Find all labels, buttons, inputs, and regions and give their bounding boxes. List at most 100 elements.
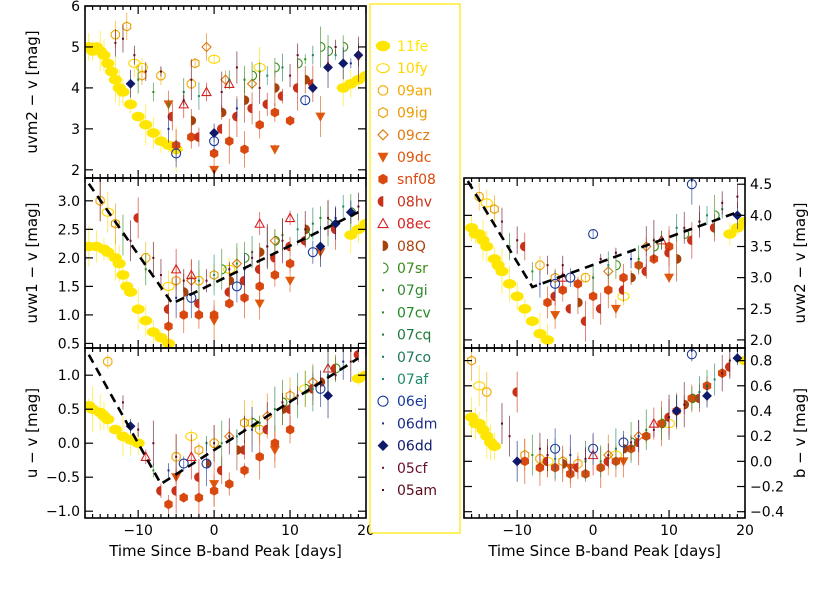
data-point	[645, 428, 648, 431]
legend-label: 09ig	[397, 106, 428, 122]
data-point	[244, 252, 250, 263]
y-axis-title: uvm2 − v [mag]	[23, 30, 41, 153]
data-point	[228, 268, 231, 271]
data-point	[205, 279, 208, 282]
data-point	[357, 58, 360, 61]
legend-marker	[382, 422, 384, 425]
y-tick-label: 0.4	[750, 404, 772, 420]
data-point	[550, 278, 561, 289]
data-point	[112, 258, 126, 269]
data-point	[607, 454, 610, 457]
data-point	[178, 458, 189, 469]
data-point	[573, 462, 579, 473]
data-point	[580, 272, 591, 283]
data-point	[122, 21, 132, 32]
legend-label: 11fe	[397, 39, 428, 55]
data-point	[152, 469, 155, 472]
legend-label: 08ec	[397, 217, 431, 233]
data-point	[618, 437, 629, 448]
data-point	[224, 287, 230, 297]
x-axis-title: Time Since B-band Peak [days]	[108, 542, 342, 560]
data-point	[546, 454, 549, 457]
x-axis-title: Time Since B-band Peak [days]	[487, 542, 721, 560]
data-point	[232, 111, 238, 122]
data-point	[179, 492, 188, 503]
data-point	[221, 264, 227, 275]
data-point	[281, 239, 284, 242]
data-point	[194, 492, 204, 503]
data-point	[615, 260, 621, 271]
legend-marker	[377, 217, 389, 229]
legend-entry: 09cz	[377, 128, 430, 144]
data-point	[637, 257, 640, 260]
plot-area-uvm2	[85, 12, 366, 178]
axes-frame	[463, 177, 746, 349]
data-point	[500, 220, 503, 223]
y-tick-label: 2	[71, 163, 80, 179]
data-point	[194, 444, 204, 456]
data-point	[503, 279, 517, 289]
data-point	[213, 442, 216, 445]
data-point	[359, 70, 366, 81]
x-tick-label: −10	[502, 523, 532, 539]
data-point	[580, 316, 586, 327]
data-point	[543, 297, 552, 308]
data-point	[604, 285, 613, 295]
data-point	[531, 454, 534, 457]
data-point	[480, 198, 493, 208]
data-point	[630, 437, 637, 448]
data-point	[103, 356, 113, 367]
data-point	[101, 207, 114, 217]
data-point	[487, 441, 501, 452]
y-tick-label: 0.6	[750, 379, 772, 395]
data-point	[315, 112, 326, 122]
legend-entry: 09an	[377, 83, 432, 99]
data-point	[207, 54, 221, 64]
data-point	[535, 462, 545, 473]
x-tick-label: 20	[736, 523, 754, 539]
data-point	[277, 91, 283, 101]
data-point	[254, 424, 265, 435]
panel-uvm2: 2 3 4 5 6 uvm2 − v [mag]	[23, 0, 367, 179]
data-point	[641, 266, 647, 277]
data-point	[235, 435, 238, 438]
legend-label: 07af	[397, 372, 429, 388]
data-point	[311, 387, 314, 390]
data-point	[713, 378, 716, 381]
y-tick-label: −0.5	[46, 470, 80, 486]
data-point	[533, 328, 547, 339]
legend-entry: 05cf	[382, 461, 429, 477]
data-point	[327, 45, 334, 57]
data-point	[610, 304, 621, 314]
data-point	[141, 253, 151, 263]
y-tick-label: 5	[71, 40, 80, 56]
fit-line	[466, 180, 738, 289]
data-point	[538, 447, 541, 450]
data-point	[320, 41, 326, 53]
legend-marker	[382, 378, 384, 380]
data-point	[254, 264, 260, 275]
data-point	[630, 441, 633, 444]
legend-marker	[377, 85, 389, 96]
data-point	[618, 285, 624, 295]
legend-entry: 08hv	[377, 194, 432, 210]
legend-entry: 07co	[382, 350, 431, 366]
data-point	[262, 99, 268, 110]
data-point	[137, 78, 140, 81]
data-point	[684, 228, 690, 240]
data-point	[167, 469, 170, 472]
data-point	[175, 296, 178, 299]
data-point	[683, 226, 686, 229]
data-point	[197, 95, 200, 98]
y-tick-label: 0.2	[750, 429, 772, 445]
y-tick-label: 6	[71, 0, 80, 15]
plot-area-b	[465, 348, 745, 489]
legend-marker	[377, 196, 384, 207]
data-point	[577, 297, 583, 308]
data-point	[709, 223, 715, 233]
data-point	[194, 298, 200, 309]
data-point	[519, 241, 526, 252]
data-point	[595, 303, 602, 314]
data-point	[304, 228, 307, 231]
legend-label: 07sr	[397, 261, 428, 277]
